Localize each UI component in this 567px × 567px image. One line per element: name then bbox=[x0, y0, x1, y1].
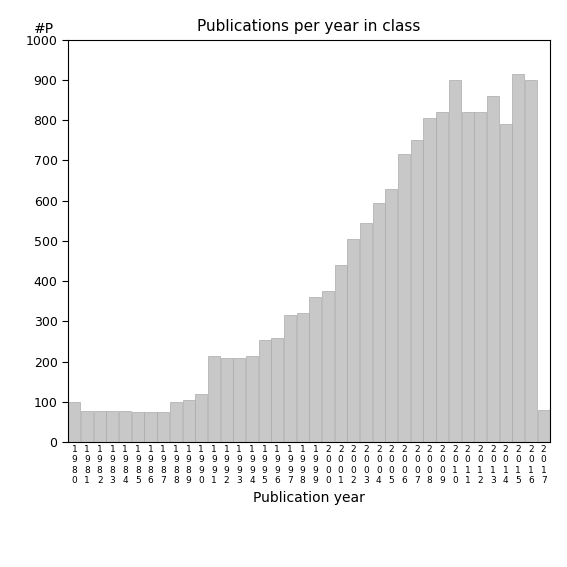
Bar bbox=[411, 141, 423, 442]
Bar bbox=[297, 314, 308, 442]
Bar bbox=[538, 410, 549, 442]
Bar bbox=[271, 337, 284, 442]
Bar bbox=[94, 411, 106, 442]
Bar bbox=[525, 80, 537, 442]
Bar bbox=[145, 412, 156, 442]
Bar bbox=[246, 356, 258, 442]
Bar bbox=[195, 394, 207, 442]
Bar bbox=[221, 358, 232, 442]
Bar bbox=[170, 402, 182, 442]
Bar bbox=[398, 154, 410, 442]
Bar bbox=[284, 315, 296, 442]
Bar bbox=[462, 112, 473, 442]
Bar bbox=[360, 223, 372, 442]
Bar bbox=[259, 340, 270, 442]
X-axis label: Publication year: Publication year bbox=[253, 491, 365, 505]
Bar bbox=[119, 411, 131, 442]
Bar bbox=[449, 80, 461, 442]
Bar bbox=[233, 358, 246, 442]
Bar bbox=[474, 112, 486, 442]
Bar bbox=[157, 412, 169, 442]
Text: #P: #P bbox=[34, 22, 54, 36]
Bar bbox=[500, 124, 511, 442]
Bar bbox=[310, 297, 321, 442]
Bar bbox=[69, 402, 81, 442]
Bar bbox=[335, 265, 347, 442]
Bar bbox=[373, 203, 385, 442]
Bar bbox=[424, 118, 435, 442]
Bar bbox=[436, 112, 448, 442]
Title: Publications per year in class: Publications per year in class bbox=[197, 19, 421, 35]
Bar bbox=[81, 411, 93, 442]
Bar bbox=[183, 400, 194, 442]
Bar bbox=[348, 239, 359, 442]
Bar bbox=[487, 96, 499, 442]
Bar bbox=[386, 189, 397, 442]
Bar bbox=[208, 356, 220, 442]
Bar bbox=[512, 74, 524, 442]
Bar bbox=[107, 411, 119, 442]
Bar bbox=[322, 291, 334, 442]
Bar bbox=[132, 412, 144, 442]
